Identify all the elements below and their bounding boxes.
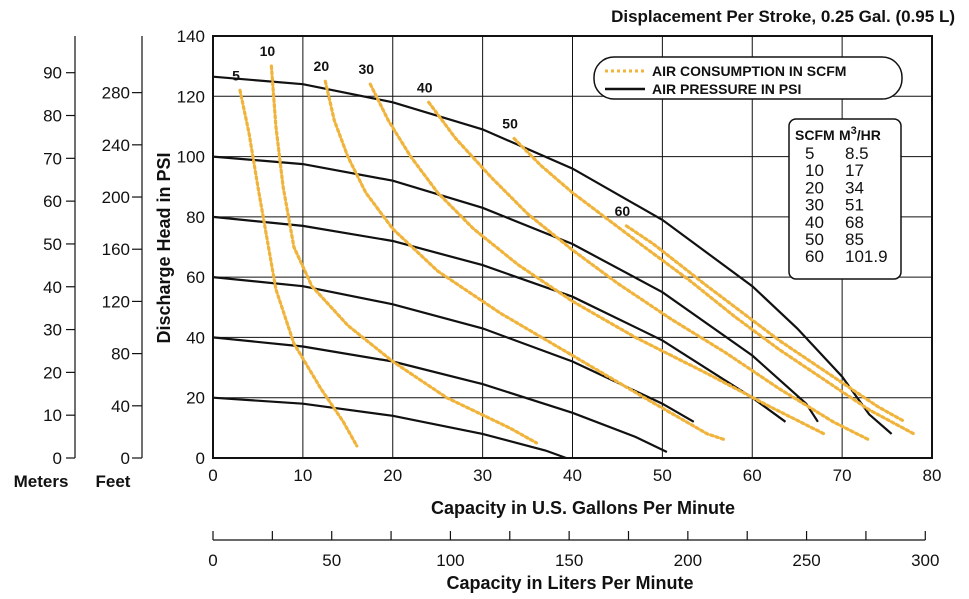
y-tick-label: 80 [186,208,205,227]
table-m3hr-cell: 17 [845,161,864,180]
feet-tick-label: 120 [102,292,130,311]
liters-tick-label: 100 [436,551,464,570]
liters-tick-label: 50 [322,551,341,570]
air-consumption-curve [238,88,359,448]
air-curve-label: 5 [232,67,240,83]
x-tick-label: 20 [383,466,402,485]
air-consumption-curve [368,82,826,436]
y-tick-label: 0 [196,449,205,468]
liters-tick-label: 200 [674,551,702,570]
pressure-curve [212,155,819,423]
x-tick-label: 0 [208,466,217,485]
air-curve-label: 60 [615,203,631,219]
pressure-curve [212,276,695,423]
air-consumption-curve [512,136,916,436]
air-consumption-curve [323,79,727,442]
table-m3hr-cell: 101.9 [845,247,888,266]
table-scfm-cell: 50 [805,230,824,249]
x-tick-label: 70 [833,466,852,485]
air-consumption-curve [624,224,907,424]
feet-tick-label: 40 [111,397,130,416]
plot-frame [212,35,933,459]
liters-tick-label: 0 [208,551,217,570]
x-tick-label: 30 [473,466,492,485]
y-tick-label: 100 [177,148,205,167]
meters-axis-label: Meters [14,472,69,491]
air-curve-label: 30 [358,61,374,77]
legend-box [593,56,903,100]
table-m3hr-cell: 34 [845,178,864,197]
feet-tick-label: 280 [102,84,130,103]
feet-tick-label: 80 [111,345,130,364]
air-curve-label: 10 [260,43,276,59]
m3hr-suffix: /HR [857,127,881,143]
conversion-table: SCFM M3/HR 5 8.5 10 17 20 34 30 51 40 68 50 85 60 101… [788,118,902,280]
liters-tick-label: 300 [911,551,939,570]
table-scfm-cell: 5 [805,144,814,163]
x-axis-label: Capacity in U.S. Gallons Per Minute [431,498,735,518]
liters-tick-label: 250 [792,551,820,570]
pressure-curve [212,396,567,460]
table-m3hr-cell: 85 [845,230,864,249]
meters-tick-label: 40 [43,278,62,297]
table-header-m3hr: M3/HR [839,125,881,143]
m3hr-superscript: 3 [851,125,857,137]
table-scfm-cell: 40 [805,213,824,232]
x-tick-label: 50 [653,466,672,485]
y-tick-label: 140 [177,27,205,46]
legend: AIR CONSUMPTION IN SCFM AIR PRESSURE IN … [593,56,903,100]
meters-tick-label: 20 [43,363,62,382]
x-tick-label: 40 [563,466,582,485]
chart-title: Displacement Per Stroke, 0.25 Gal. (0.95… [611,7,955,26]
liters-tick-label: 150 [555,551,583,570]
m3hr-prefix: M [839,127,851,143]
meters-tick-label: 0 [53,449,62,468]
meters-tick-label: 80 [43,107,62,126]
conversion-table-rows: 5 8.5 10 17 20 34 30 51 40 68 50 85 60 101.9 [805,144,888,266]
feet-tick-label: 200 [102,188,130,207]
feet-tick-label: 240 [102,136,130,155]
pressure-curve [212,215,787,423]
feet-tick-label: 0 [121,449,130,468]
table-m3hr-cell: 68 [845,213,864,232]
table-scfm-cell: 10 [805,161,824,180]
air-curve-label: 20 [314,58,330,74]
y-tick-label: 60 [186,268,205,287]
conversion-table-box [788,118,902,280]
feet-tick-label: 160 [102,240,130,259]
air-consumption-curve [427,100,871,442]
x-tick-label: 80 [923,466,942,485]
table-scfm-cell: 30 [805,196,824,215]
air-consumption-curve [269,64,539,445]
meters-tick-label: 10 [43,406,62,425]
air-curve-label: 40 [417,79,433,95]
meters-tick-label: 30 [43,321,62,340]
y-axis-label: Discharge Head in PSI [154,152,174,343]
tick-labels: 0 10 20 30 40 50 60 70 8002040608010012014004080… [43,27,941,570]
legend-air-label: AIR CONSUMPTION IN SCFM [652,63,846,79]
y-tick-label: 120 [177,87,205,106]
meters-tick-label: 60 [43,192,62,211]
y-tick-label: 20 [186,389,205,408]
table-scfm-cell: 20 [805,178,824,197]
y-tick-label: 40 [186,328,205,347]
table-scfm-cell: 60 [805,247,824,266]
air-curve-label: 50 [502,115,518,131]
meters-tick-label: 90 [43,64,62,83]
table-m3hr-cell: 51 [845,196,864,215]
table-m3hr-cell: 8.5 [845,144,869,163]
x-tick-label: 10 [293,466,312,485]
table-header-scfm: SCFM [795,127,835,143]
meters-tick-label: 50 [43,235,62,254]
x-tick-label: 60 [743,466,762,485]
feet-axis-label: Feet [96,472,131,491]
liters-axis-label: Capacity in Liters Per Minute [446,573,693,593]
legend-pressure-label: AIR PRESSURE IN PSI [652,81,801,97]
pressure-curve [212,336,668,453]
meters-tick-label: 70 [43,149,62,168]
